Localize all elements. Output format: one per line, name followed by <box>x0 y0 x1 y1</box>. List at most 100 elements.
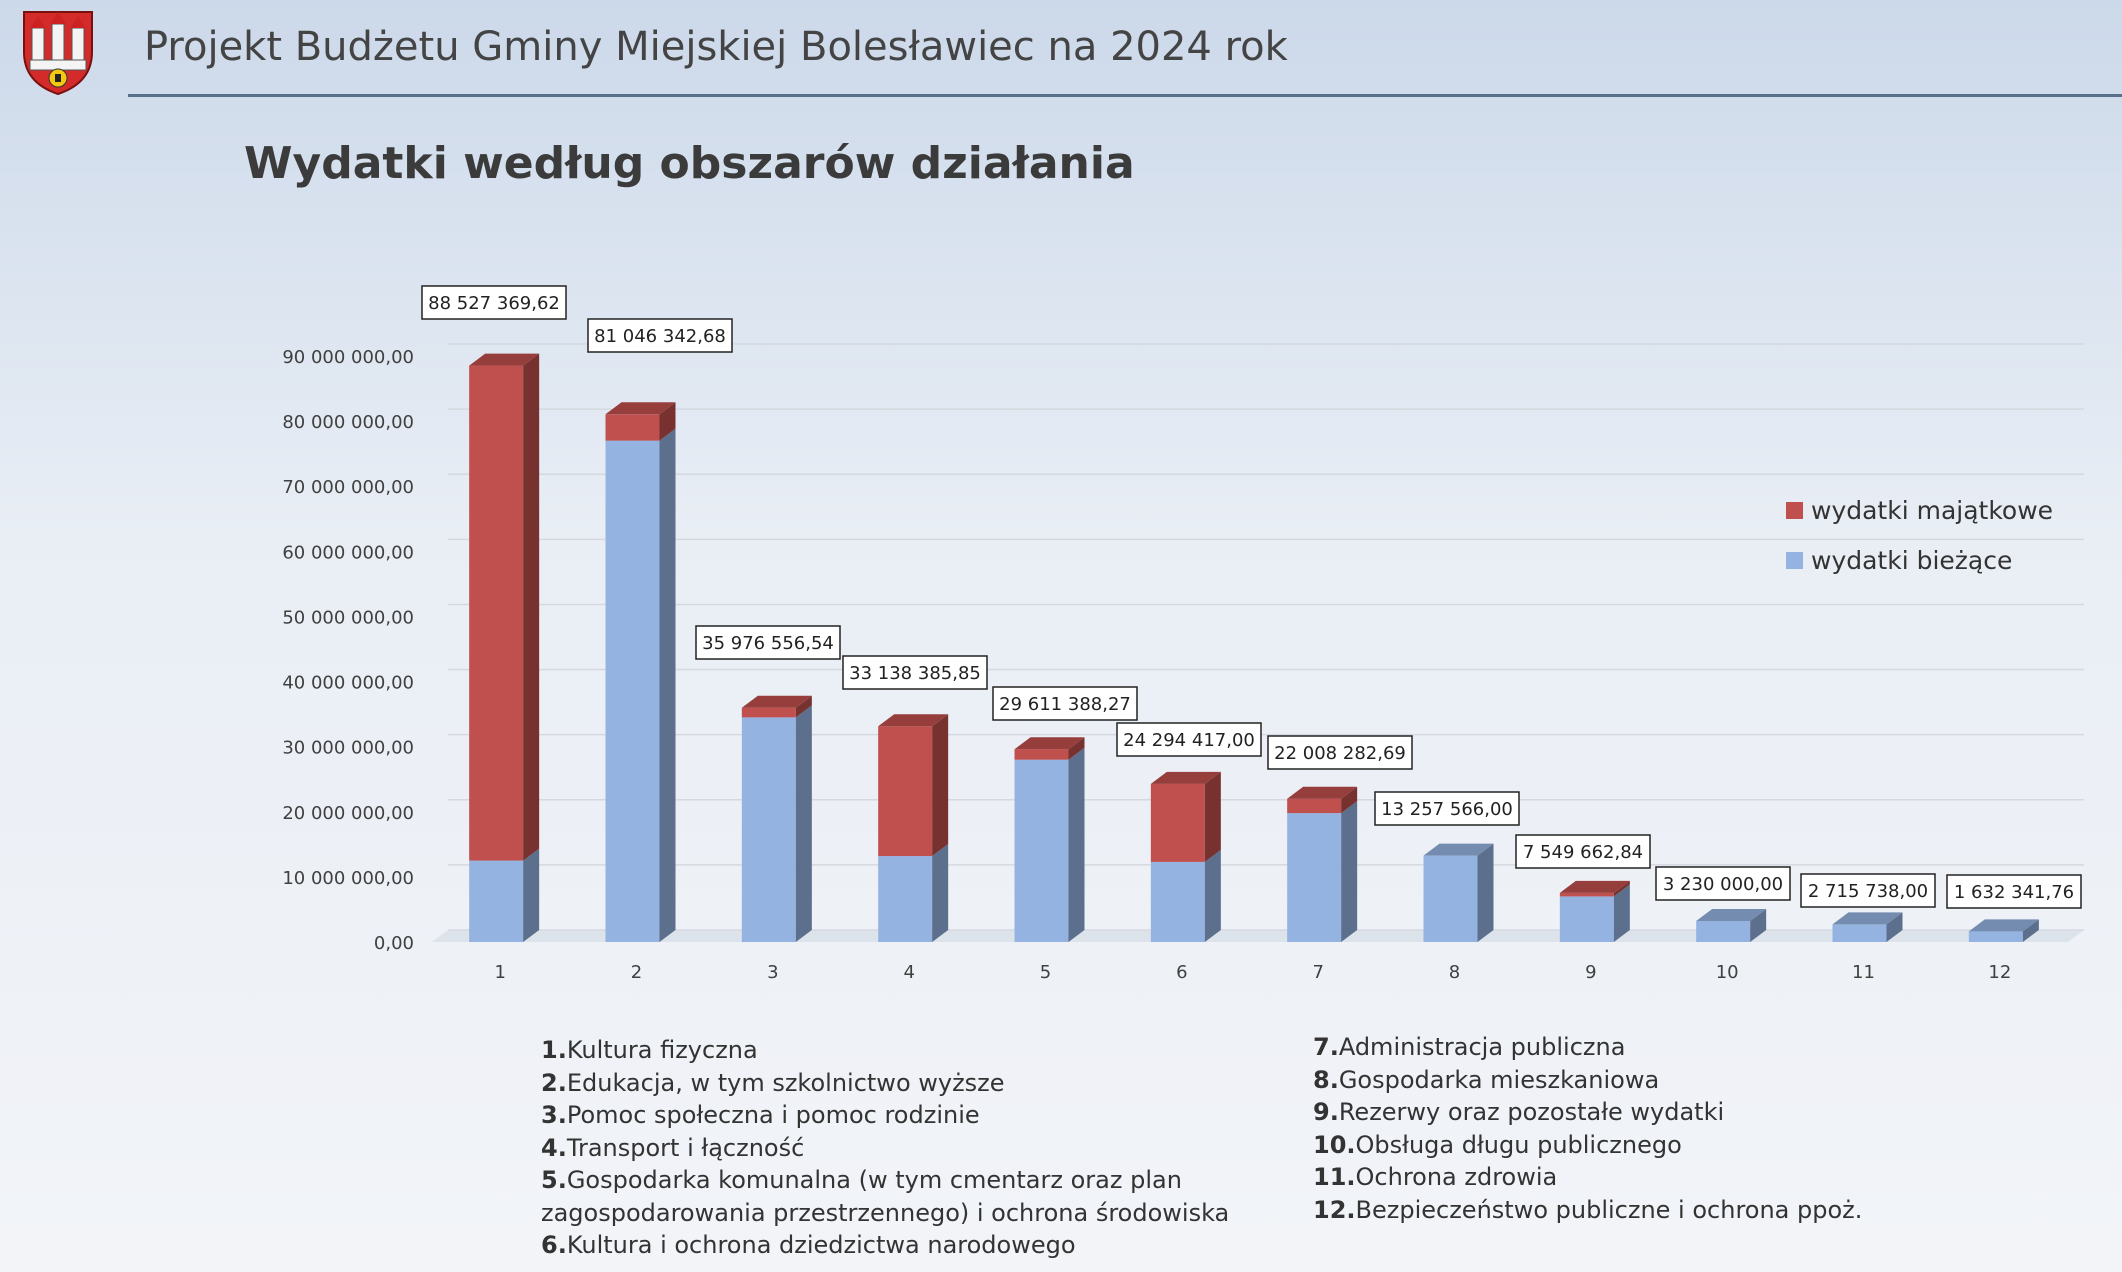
y-tick-label: 40 000 000,00 <box>282 673 414 694</box>
category-list-item: 7.Administracja publiczna <box>1313 1033 1626 1061</box>
bar-segment-side <box>1068 747 1085 942</box>
category-list-item: 5.Gospodarka komunalna (w tym cmentarz o… <box>541 1166 1182 1194</box>
category-list-item: 10.Obsługa długu publicznego <box>1313 1130 1682 1159</box>
x-tick-label: 1 <box>494 962 505 983</box>
data-label: 22 008 282,69 <box>1274 743 1406 764</box>
y-tick-label: 90 000 000,00 <box>282 347 414 368</box>
legend-label-biezace: wydatki bieżące <box>1811 546 2013 575</box>
bar-segment <box>1287 813 1342 942</box>
bar-segment <box>878 726 933 857</box>
y-tick-label: 20 000 000,00 <box>282 803 414 824</box>
x-tick-label: 7 <box>1312 962 1323 983</box>
data-label-box <box>1800 873 1936 908</box>
city-crest-logo <box>23 11 93 96</box>
y-tick-label: 80 000 000,00 <box>282 412 414 433</box>
category-list-item: 3.Pomoc społeczna i pomoc rodzinie <box>541 1101 980 1129</box>
x-tick-label: 3 <box>767 962 778 983</box>
bar-segment <box>1423 855 1478 942</box>
bar-segment-side <box>659 428 676 943</box>
legend-swatch-majatkowe <box>1786 501 1803 519</box>
y-tick-label: 0,00 <box>374 933 414 954</box>
x-tick-label: 6 <box>1176 962 1187 983</box>
header-divider <box>128 94 2122 97</box>
page-title: Projekt Budżetu Gminy Miejskiej Bolesław… <box>144 24 1288 70</box>
bar-segment-side <box>1750 908 1767 942</box>
bar-segment-side <box>1613 884 1630 942</box>
bar-segment <box>605 414 660 441</box>
bar-segment-side <box>1204 771 1221 862</box>
bar-segment-side <box>2022 919 2039 942</box>
x-tick-label: 9 <box>1585 962 1596 983</box>
category-list-item: 8.Gospodarka mieszkaniowa <box>1313 1065 1660 1094</box>
y-tick-label: 10 000 000,00 <box>282 868 414 889</box>
y-tick-label: 30 000 000,00 <box>282 738 414 759</box>
bar-segment <box>741 707 796 718</box>
data-label-box <box>1267 735 1413 770</box>
bar-segment <box>469 365 524 861</box>
bar-top <box>1696 908 1767 921</box>
chart-floor <box>432 930 2084 942</box>
bar-segment-side <box>1341 801 1358 942</box>
bar-segment <box>1559 896 1614 942</box>
bar-segment <box>1014 759 1069 942</box>
data-label: 24 294 417,00 <box>1123 730 1255 751</box>
data-label-box <box>1946 874 2082 909</box>
bar-segment-side <box>523 353 540 861</box>
data-label: 13 257 566,00 <box>1381 799 1513 820</box>
bar-top <box>878 714 949 727</box>
data-label-box <box>1116 722 1262 757</box>
bar-top <box>1423 843 1494 856</box>
bar-top <box>469 353 540 366</box>
bar-segment-side <box>932 714 949 857</box>
x-tick-label: 11 <box>1852 962 1875 983</box>
bar-top <box>1287 786 1358 799</box>
data-label-box <box>587 318 733 353</box>
x-tick-label: 12 <box>1988 962 2011 983</box>
bar-segment <box>1832 924 1887 942</box>
bar-segment-side <box>1613 880 1630 897</box>
bar-segment <box>1150 783 1205 862</box>
category-list-left: 1.Kultura fizyczna 2.Edukacja, w tym szk… <box>541 1034 1229 1262</box>
legend-label-majatkowe: wydatki majątkowe <box>1811 496 2054 525</box>
bar-segment <box>1014 749 1069 760</box>
y-tick-label: 70 000 000,00 <box>282 477 414 498</box>
bar-segment-side <box>1204 849 1221 942</box>
legend-item-biezace: wydatki bieżące <box>1786 546 2012 575</box>
category-list-item: 11.Ochrona zdrowia <box>1313 1163 1558 1191</box>
bar-segment <box>1968 931 2023 942</box>
data-label: 3 230 000,00 <box>1663 874 1783 895</box>
y-tick-label: 50 000 000,00 <box>282 607 414 628</box>
bar-segment <box>605 440 660 942</box>
data-label: 2 715 738,00 <box>1808 881 1928 902</box>
bar-top <box>1150 771 1221 784</box>
data-label: 81 046 342,68 <box>594 326 726 347</box>
legend-item-majatkowe: wydatki majątkowe <box>1786 496 2053 525</box>
bar-segment-side <box>932 844 949 942</box>
category-list-item: zagospodarowania przestrzennego) i ochro… <box>541 1198 1230 1227</box>
data-label-box <box>1515 834 1651 869</box>
bar-segment-side <box>795 695 812 718</box>
bar-top <box>741 695 812 708</box>
bar-top <box>1832 912 1903 925</box>
data-label: 1 632 341,76 <box>1954 882 2074 903</box>
x-tick-label: 2 <box>631 962 642 983</box>
bar-top <box>1968 919 2039 932</box>
category-list-item: 6.Kultura i ochrona dziedzictwa narodowe… <box>541 1231 1076 1259</box>
bar-top <box>605 402 676 415</box>
x-tick-label: 4 <box>903 962 914 983</box>
bar-segment-side <box>1477 843 1494 942</box>
x-tick-label: 10 <box>1716 962 1739 983</box>
bar-top <box>1559 880 1630 893</box>
bar-segment <box>1287 798 1342 814</box>
data-label: 33 138 385,85 <box>849 663 981 684</box>
data-label-box <box>992 686 1138 721</box>
bar-segment <box>1559 892 1614 897</box>
data-label-box <box>1374 791 1520 826</box>
bar-segment-side <box>1886 912 1903 942</box>
data-label-box <box>421 285 567 320</box>
data-label-box <box>695 625 841 660</box>
category-list-right: 7.Administracja publiczna 8.Gospodarka m… <box>1313 1031 1862 1226</box>
y-tick-label: 60 000 000,00 <box>282 542 414 563</box>
bar-segment <box>741 717 796 942</box>
